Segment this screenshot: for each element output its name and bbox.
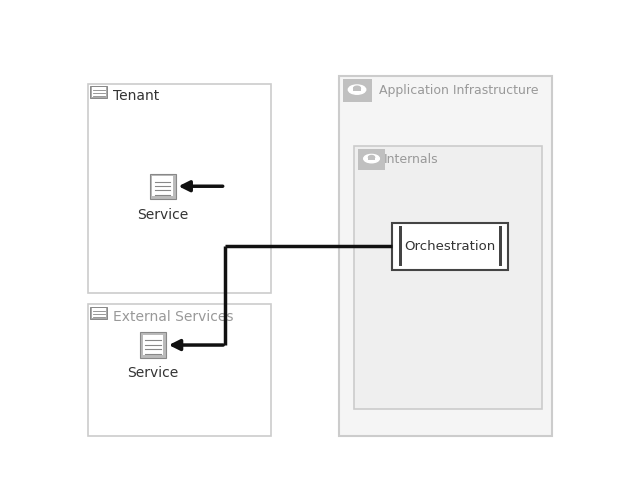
FancyBboxPatch shape — [499, 226, 502, 267]
FancyBboxPatch shape — [399, 226, 402, 267]
FancyBboxPatch shape — [150, 174, 176, 199]
FancyBboxPatch shape — [368, 156, 375, 160]
Text: External Services: External Services — [113, 310, 233, 324]
FancyBboxPatch shape — [92, 308, 106, 317]
Text: Orchestration: Orchestration — [405, 240, 496, 253]
FancyBboxPatch shape — [358, 149, 384, 170]
FancyBboxPatch shape — [90, 86, 107, 98]
FancyBboxPatch shape — [143, 335, 163, 355]
Ellipse shape — [348, 85, 366, 94]
Text: Service: Service — [137, 208, 188, 221]
Text: Service: Service — [127, 366, 178, 380]
FancyBboxPatch shape — [90, 307, 107, 319]
FancyBboxPatch shape — [140, 332, 166, 358]
FancyBboxPatch shape — [87, 83, 271, 293]
FancyBboxPatch shape — [92, 88, 106, 97]
FancyBboxPatch shape — [343, 78, 371, 102]
FancyBboxPatch shape — [339, 76, 552, 436]
Ellipse shape — [364, 154, 379, 163]
Text: Application Infrastructure: Application Infrastructure — [379, 85, 539, 98]
FancyBboxPatch shape — [354, 145, 542, 409]
Text: Internals: Internals — [384, 153, 438, 166]
FancyBboxPatch shape — [353, 87, 361, 91]
FancyBboxPatch shape — [392, 223, 509, 270]
FancyBboxPatch shape — [152, 176, 173, 196]
Text: Tenant: Tenant — [113, 90, 159, 104]
FancyBboxPatch shape — [87, 304, 271, 436]
